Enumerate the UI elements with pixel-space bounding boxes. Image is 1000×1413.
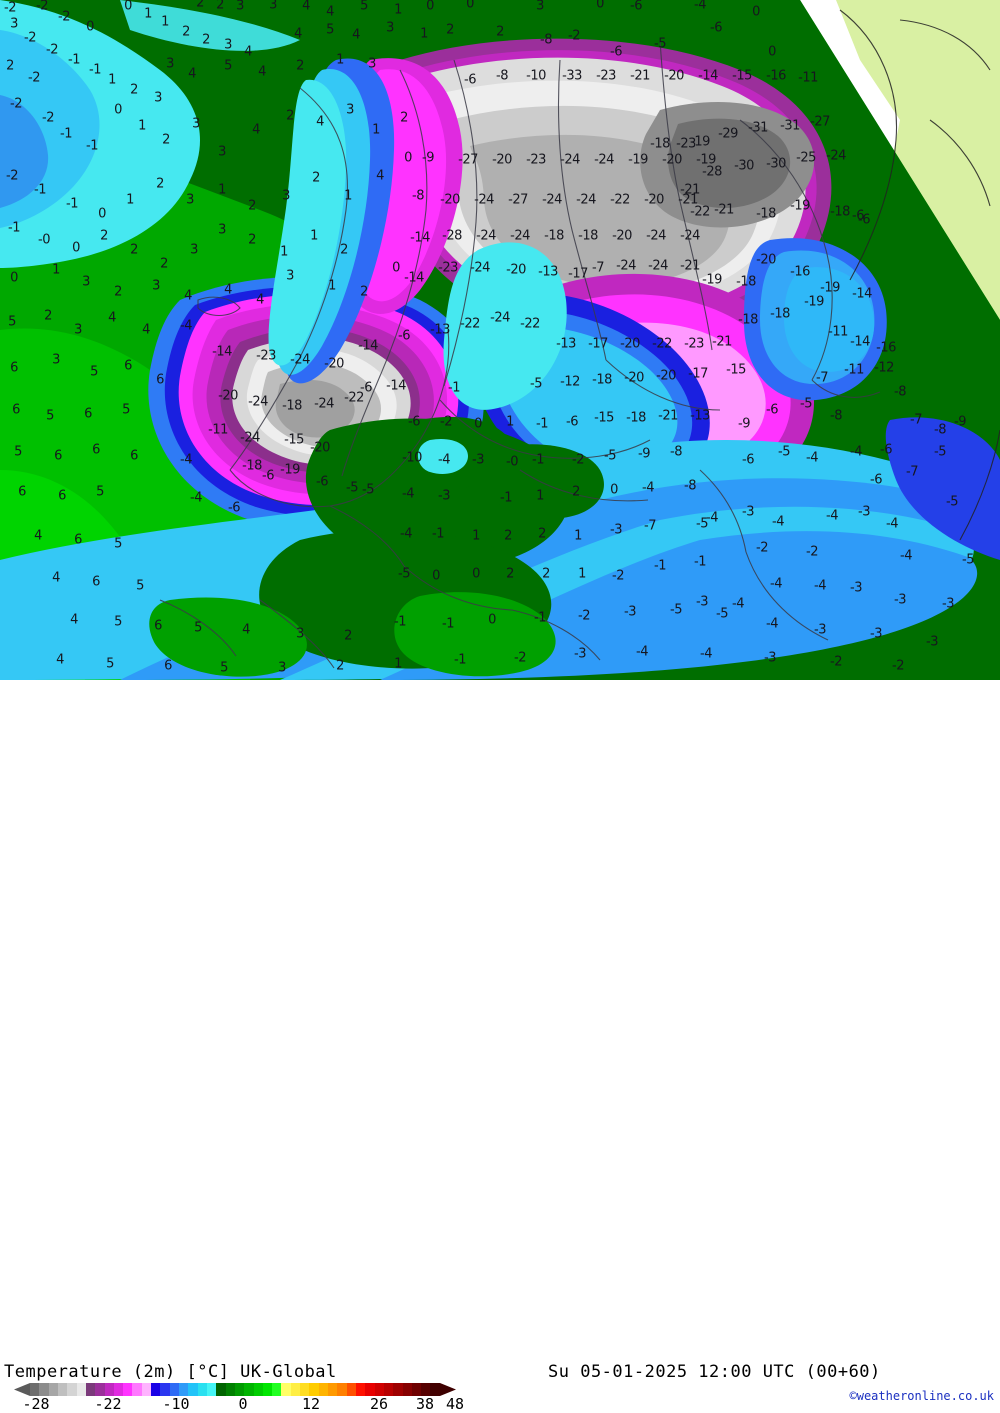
color-swatch-34 xyxy=(346,1383,356,1396)
color-swatch-14 xyxy=(160,1383,170,1396)
color-swatch-5 xyxy=(76,1383,86,1396)
color-swatch-35 xyxy=(355,1383,366,1396)
color-swatch-20 xyxy=(216,1383,226,1396)
color-swatch-22 xyxy=(234,1383,245,1396)
color-swatch-28 xyxy=(290,1383,301,1396)
temperature-field xyxy=(0,0,1000,680)
color-scale-tick-0: 0 xyxy=(238,1395,248,1413)
color-scale-tick-minus22: -22 xyxy=(94,1395,122,1413)
color-swatch-17 xyxy=(188,1383,198,1396)
color-swatch-11 xyxy=(132,1383,142,1396)
color-swatch-29 xyxy=(300,1383,310,1396)
map-title: Temperature (2m) [°C] UK-Global xyxy=(4,1362,337,1382)
color-scale-tick-38: 38 xyxy=(415,1395,435,1413)
footer: Temperature (2m) [°C] UK-Global Su 05-01… xyxy=(0,680,1000,1412)
color-swatch-9 xyxy=(113,1383,124,1396)
color-swatch-31 xyxy=(318,1383,328,1396)
color-swatch-36 xyxy=(365,1383,375,1396)
color-scale xyxy=(0,1381,470,1397)
valid-time-stamp: Su 05-01-2025 12:00 UTC (00+60) xyxy=(548,1362,881,1382)
color-swatch-25 xyxy=(262,1383,273,1396)
color-swatch-4 xyxy=(67,1383,77,1396)
color-swatch-2 xyxy=(48,1383,58,1396)
color-swatch-33 xyxy=(337,1383,347,1396)
color-swatch-41 xyxy=(411,1383,422,1396)
color-swatch-42 xyxy=(421,1383,431,1396)
color-scale-tick-26: 26 xyxy=(369,1395,389,1413)
color-swatch-30 xyxy=(309,1383,319,1396)
color-swatch-24 xyxy=(253,1383,263,1396)
color-swatch-15 xyxy=(169,1383,179,1396)
color-swatch-40 xyxy=(402,1383,412,1396)
copyright-credit: ©weatheronline.co.uk xyxy=(849,1389,995,1403)
color-swatch-26 xyxy=(272,1383,282,1396)
color-swatch-0 xyxy=(30,1383,40,1396)
color-swatch-8 xyxy=(104,1383,114,1396)
color-swatch-13 xyxy=(151,1383,161,1396)
map-raster xyxy=(0,0,1000,680)
color-scale-swatches xyxy=(30,1383,440,1396)
color-scale-under-arrow xyxy=(14,1383,30,1396)
color-swatch-27 xyxy=(281,1383,291,1396)
color-swatch-1 xyxy=(39,1383,49,1396)
color-swatch-37 xyxy=(374,1383,384,1396)
color-scale-tick-minus10: -10 xyxy=(162,1395,190,1413)
color-swatch-43 xyxy=(430,1383,440,1396)
color-scale-tick-48: 48 xyxy=(445,1395,465,1413)
color-swatch-39 xyxy=(393,1383,403,1396)
color-scale-over-arrow xyxy=(440,1383,456,1396)
color-scale-tick-12: 12 xyxy=(301,1395,321,1413)
color-swatch-7 xyxy=(95,1383,105,1396)
color-swatch-10 xyxy=(123,1383,133,1396)
color-swatch-6 xyxy=(85,1383,96,1396)
color-scale-tick-minus28: -28 xyxy=(22,1395,50,1413)
color-scale-ticks: -28 -22 -10 0 12 26 38 48 xyxy=(0,1396,470,1413)
temperature-map[interactable]: -2 -2 0 1 2 2 3 3 4 4 5 1 0 0 3 0 -6 -4 0 3 -2 -2 0 1 2 2 3 4 4 5 4 3 1 2… xyxy=(0,0,1000,680)
color-swatch-23 xyxy=(244,1383,254,1396)
color-swatch-38 xyxy=(383,1383,394,1396)
coastline-overlay xyxy=(159,9,1000,669)
color-swatch-12 xyxy=(141,1383,152,1396)
color-swatch-32 xyxy=(328,1383,338,1396)
color-swatch-18 xyxy=(197,1383,207,1396)
color-swatch-19 xyxy=(206,1383,217,1396)
color-swatch-16 xyxy=(179,1383,189,1396)
color-swatch-21 xyxy=(225,1383,235,1396)
color-swatch-3 xyxy=(57,1383,68,1396)
